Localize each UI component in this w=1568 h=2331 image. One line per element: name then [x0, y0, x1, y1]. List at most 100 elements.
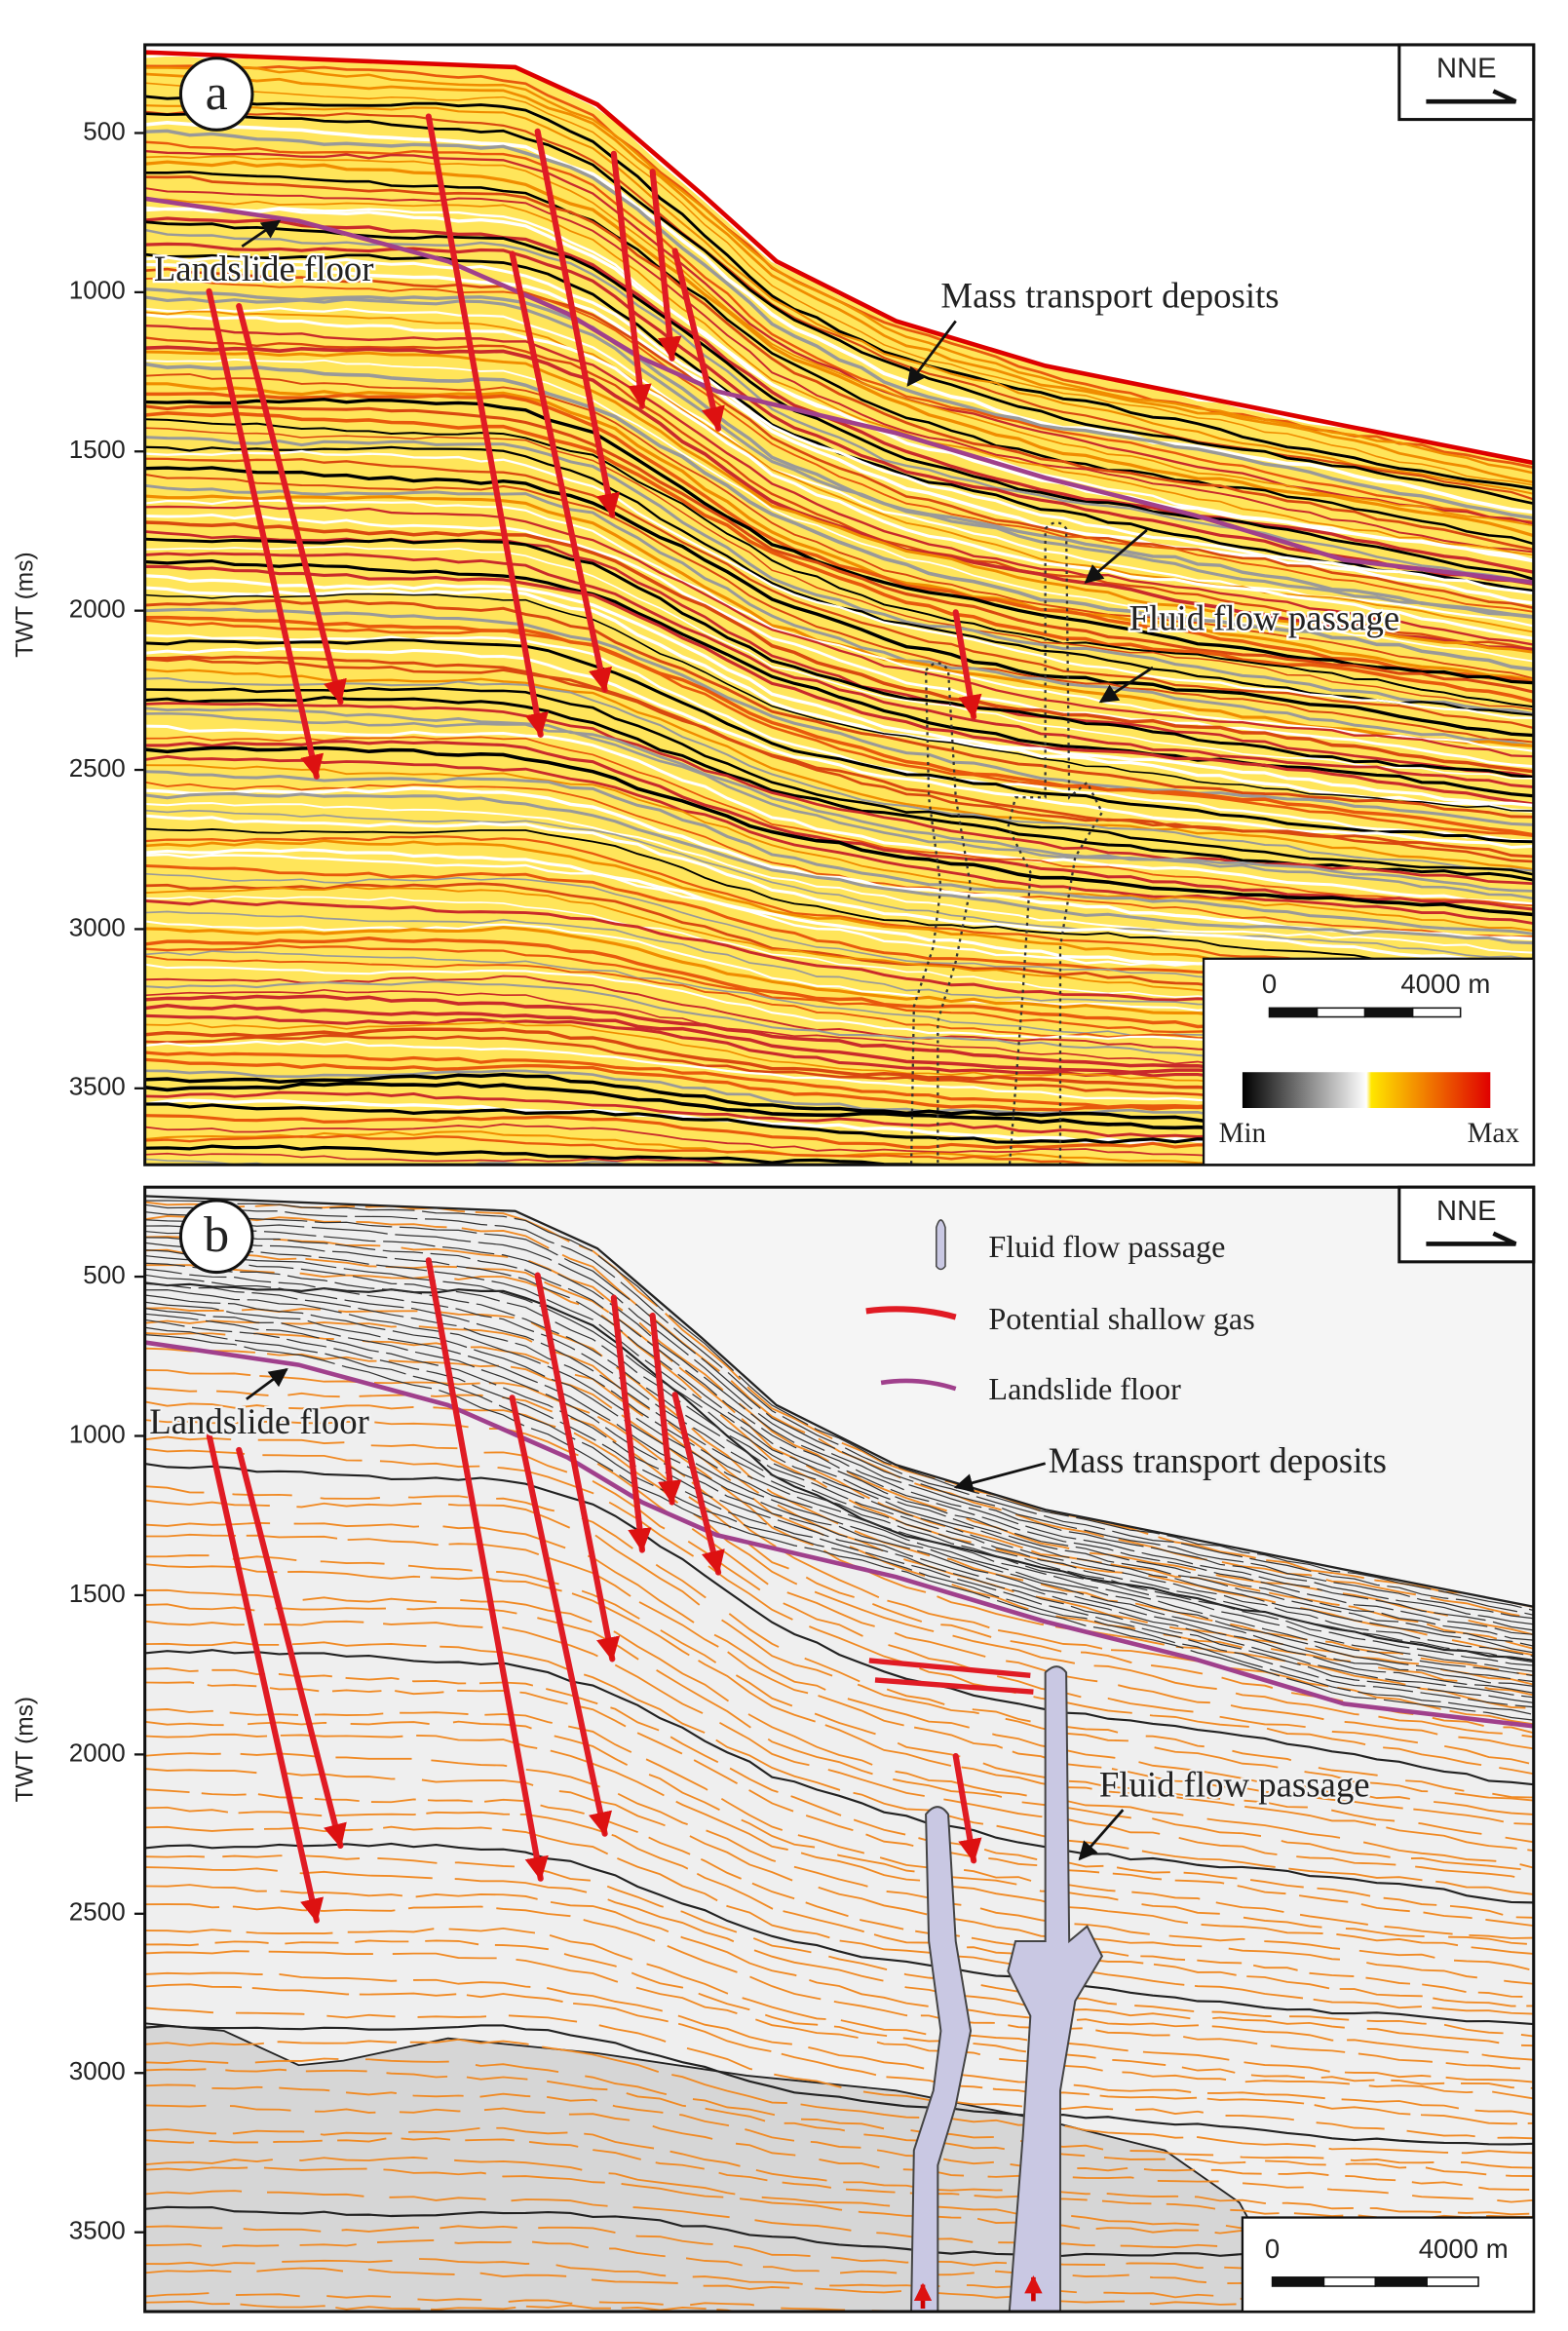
legend-label: Potential shallow gas [988, 1301, 1254, 1336]
reflector [144, 483, 1534, 747]
mtd-line [144, 1334, 1534, 1721]
reflector [144, 724, 1534, 906]
fluid-passage [909, 662, 973, 1166]
mtd-line [144, 1313, 1534, 1703]
fault [509, 250, 613, 694]
reflector [144, 1620, 1534, 1883]
fault [534, 1272, 621, 1662]
seafloor [144, 1195, 1534, 1608]
fault [206, 287, 325, 780]
reflector [144, 1264, 1534, 1657]
reflector [144, 791, 1534, 945]
legend-label: Fluid flow passage [988, 1229, 1225, 1264]
reflector [144, 95, 1534, 490]
y-tick-label: 3500 [69, 1072, 126, 1101]
y-axis-label: TWT (ms) [13, 1697, 39, 1802]
reflector [144, 418, 1534, 708]
reflector [144, 707, 1534, 893]
reflector [144, 1866, 1534, 2047]
reflector [144, 1435, 1534, 1766]
reflector [144, 398, 1534, 685]
scale-segment [1426, 2276, 1479, 2287]
reflector [144, 1533, 1534, 1825]
reflector [144, 140, 1534, 523]
reflector [144, 1521, 1534, 1815]
mtd-line [144, 1326, 1534, 1716]
reflector [144, 574, 1534, 808]
mtd-line [144, 1268, 1534, 1666]
reflector [144, 764, 1534, 933]
reflector [144, 564, 1534, 806]
reflector [144, 1419, 1534, 1750]
direction-arrow [1426, 89, 1517, 104]
reflector [144, 1641, 1534, 1895]
reflector [144, 1387, 1534, 1735]
mtd-line [144, 1200, 1534, 1612]
seafloor [144, 50, 1534, 466]
reflector [144, 1215, 1534, 1620]
reflector [144, 411, 1534, 704]
reflector [144, 155, 1534, 527]
direction-arrow [1426, 1231, 1517, 1246]
reflector [144, 262, 1534, 605]
y-tick-label: 1000 [69, 1419, 126, 1448]
fault [952, 1752, 982, 1864]
reflector [144, 436, 1534, 716]
scale-segment [1271, 2276, 1325, 2287]
scale-box [1241, 2216, 1535, 2313]
annotation: Fluid flow passage [1099, 1764, 1370, 1804]
mtd-line [144, 1282, 1534, 1677]
annotation-arrow [1078, 1809, 1125, 1861]
reflector [144, 1752, 1534, 1971]
reflector [144, 295, 1534, 620]
annotation-arrow [246, 1368, 288, 1400]
y-tick-label: 2000 [69, 1738, 126, 1767]
legend-gas-icon [865, 1306, 957, 1320]
reflector [144, 647, 1534, 849]
reflector [144, 655, 1534, 859]
reflector [144, 702, 1534, 886]
reflector [144, 187, 1534, 554]
reflector [144, 711, 1534, 900]
reflector [144, 1347, 1534, 1709]
reflector [144, 104, 1534, 495]
reflector [144, 449, 1534, 719]
reflector [144, 1400, 1534, 1739]
reflector [144, 809, 1534, 962]
mtd-line [144, 1242, 1534, 1647]
reflector [144, 814, 1534, 966]
y-tick-label: 3000 [69, 912, 126, 941]
reflector [144, 1152, 798, 1166]
scale-segment [1316, 1007, 1366, 1018]
mtd-line [144, 1225, 1534, 1631]
reflector [144, 745, 1534, 917]
reflector [144, 552, 1534, 788]
fault [649, 1312, 682, 1506]
fault [236, 303, 347, 706]
mtd-line [144, 1219, 1534, 1625]
reflector [144, 545, 1534, 780]
y-tick-label: 3500 [69, 2216, 126, 2245]
reflector [144, 2038, 1534, 2155]
reflector [144, 1768, 1534, 1985]
color-bar [1242, 1072, 1491, 1109]
reflector [144, 310, 1534, 633]
annotation: Fluid flow passage [1128, 598, 1399, 638]
fault [610, 1294, 652, 1553]
reflector [144, 267, 1534, 610]
reflector [144, 1806, 1534, 2007]
reflector [144, 307, 1534, 628]
scale-end: 4000 m [1419, 2234, 1509, 2264]
mtd-line [144, 1204, 1534, 1616]
reflector [144, 313, 1534, 640]
reflector [144, 1708, 1534, 1939]
mtd-line [144, 1308, 1534, 1699]
reflector [145, 2323, 1534, 2331]
reflector [144, 358, 1534, 663]
reflector [144, 1134, 1525, 1166]
annotation-arrow [953, 1462, 1047, 1493]
annotation-arrow [1084, 528, 1148, 584]
reflector [144, 754, 1534, 926]
mtd-line [144, 1230, 1534, 1635]
